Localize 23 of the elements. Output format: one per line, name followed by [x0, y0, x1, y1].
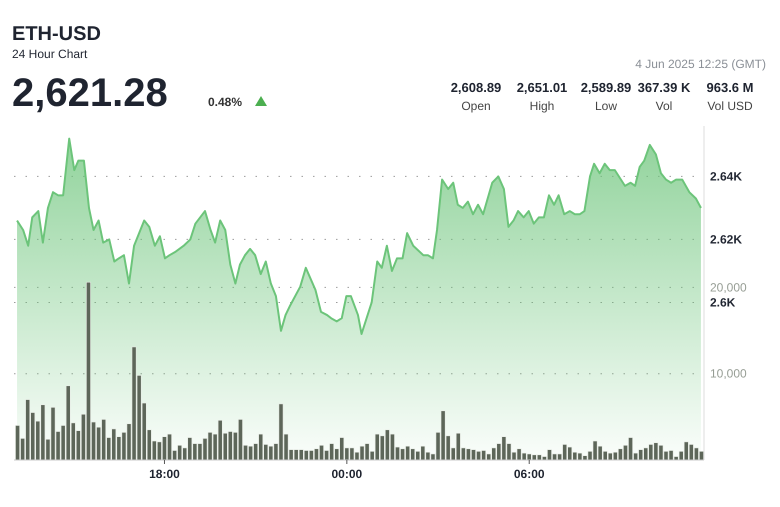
text: 4 Jun 2025 12:25 (GMT)	[635, 57, 766, 71]
text: 963.6 M	[706, 80, 754, 95]
text: High	[530, 99, 554, 113]
text: 0.48%	[208, 95, 242, 109]
x-tick-label: 00:00	[331, 467, 363, 481]
y-tick-label: 2.6K	[710, 295, 736, 310]
y-tick-label: 2.64K	[710, 169, 742, 184]
x-tick-label: 06:00	[514, 467, 545, 481]
text: 2,651.01	[516, 80, 568, 95]
text: 2,621.28	[12, 71, 168, 115]
y2-tick-label: 10,000	[710, 366, 748, 381]
text: Low	[594, 99, 618, 113]
text: 2,589.89	[580, 80, 632, 95]
chart-title: ETH-USD	[12, 23, 101, 45]
chart-subtitle: 24 Hour Chart	[12, 47, 88, 61]
y-tick-label: 2.62K	[710, 232, 742, 246]
text: 367.39 K	[638, 80, 691, 95]
text: Vol	[656, 99, 672, 113]
text: Vol USD	[707, 99, 754, 113]
y2-tick-label: 20,000	[710, 280, 748, 294]
text: Open	[461, 99, 491, 113]
text: 2,608.89	[450, 80, 502, 95]
x-tick-label: 18:00	[149, 467, 180, 481]
